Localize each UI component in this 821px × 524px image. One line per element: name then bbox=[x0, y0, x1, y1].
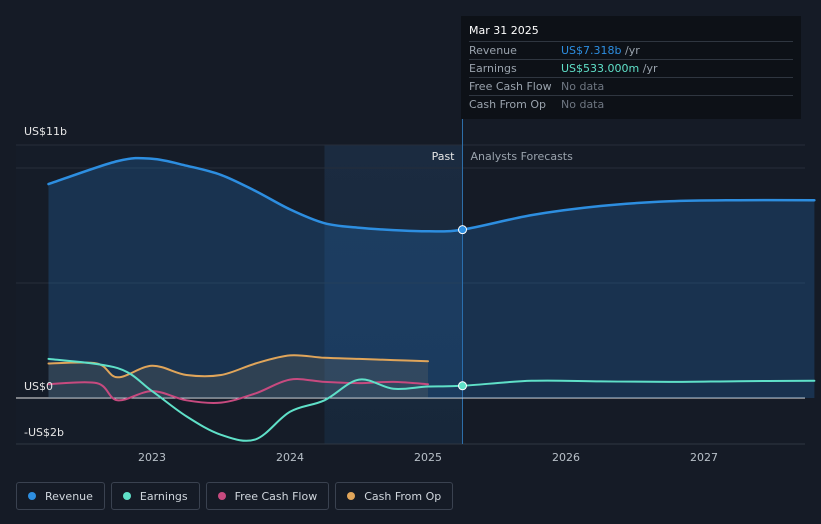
earnings-line bbox=[47, 357, 816, 442]
tooltip-unit: /yr bbox=[625, 44, 640, 57]
earnings-marker bbox=[458, 381, 467, 391]
tooltip-value-fcf: No data bbox=[561, 80, 605, 93]
revenue-marker bbox=[458, 225, 467, 235]
tooltip-label: Revenue bbox=[469, 44, 517, 57]
tooltip-date: Mar 31 2025 bbox=[469, 24, 539, 37]
legend-label: Revenue bbox=[45, 489, 93, 503]
tooltip-row-fcf: Free Cash Flow No data bbox=[469, 77, 793, 95]
forecast-label: Analysts Forecasts bbox=[471, 150, 574, 163]
tooltip-row-revenue: Revenue US$7.318b /yr bbox=[469, 41, 793, 59]
x-tick-label: 2026 bbox=[552, 451, 580, 464]
highlight-region bbox=[324, 145, 463, 444]
past-region bbox=[16, 145, 325, 444]
legend: Revenue Earnings Free Cash Flow Cash Fro… bbox=[16, 482, 454, 510]
x-tick-label: 2023 bbox=[138, 451, 166, 464]
tooltip-label: Cash From Op bbox=[469, 98, 547, 111]
legend-item-free-cash-flow[interactable]: Free Cash Flow bbox=[205, 482, 330, 510]
past-label: Past bbox=[432, 150, 456, 163]
legend-item-cash-from-op[interactable]: Cash From Op bbox=[335, 482, 454, 510]
revenue-line bbox=[47, 156, 816, 233]
tooltip-row-earnings: Earnings US$533.000m /yr bbox=[469, 59, 793, 77]
tooltip-row-cfo: Cash From Op No data bbox=[469, 95, 793, 113]
y-tick-label: US$11b bbox=[24, 125, 67, 138]
tooltip-value-earnings: US$533.000m bbox=[561, 62, 640, 75]
legend-label: Earnings bbox=[139, 489, 188, 503]
tooltip-panel: Mar 31 2025 Revenue US$7.318b /yr Earnin… bbox=[461, 16, 801, 119]
legend-label: Free Cash Flow bbox=[234, 489, 318, 503]
x-tick-label: 2024 bbox=[276, 451, 304, 464]
tooltip-unit: /yr bbox=[642, 62, 658, 75]
forecast-region bbox=[462, 145, 805, 444]
y-tick-label: -US$2b bbox=[24, 426, 64, 439]
tooltip-value-revenue: US$7.318b bbox=[561, 44, 622, 57]
legend-item-revenue[interactable]: Revenue bbox=[16, 482, 105, 510]
tooltip-label: Free Cash Flow bbox=[469, 80, 552, 93]
legend-dot-icon bbox=[28, 492, 36, 500]
revenue-area bbox=[48, 158, 815, 398]
legend-label: Cash From Op bbox=[364, 489, 442, 503]
cash-from-op-area bbox=[48, 355, 428, 398]
legend-dot-icon bbox=[122, 492, 131, 500]
tooltip-label: Earnings bbox=[469, 62, 517, 75]
y-tick-label: US$0 bbox=[24, 380, 53, 393]
legend-dot-icon bbox=[217, 492, 226, 500]
x-tick-label: 2025 bbox=[414, 451, 442, 464]
x-tick-label: 2027 bbox=[690, 451, 718, 464]
free-cash-flow-line bbox=[47, 378, 429, 405]
cash-from-op-line bbox=[47, 354, 429, 379]
legend-item-earnings[interactable]: Earnings bbox=[110, 482, 200, 510]
tooltip-value-cfo: No data bbox=[561, 98, 605, 111]
legend-dot-icon bbox=[347, 492, 356, 500]
